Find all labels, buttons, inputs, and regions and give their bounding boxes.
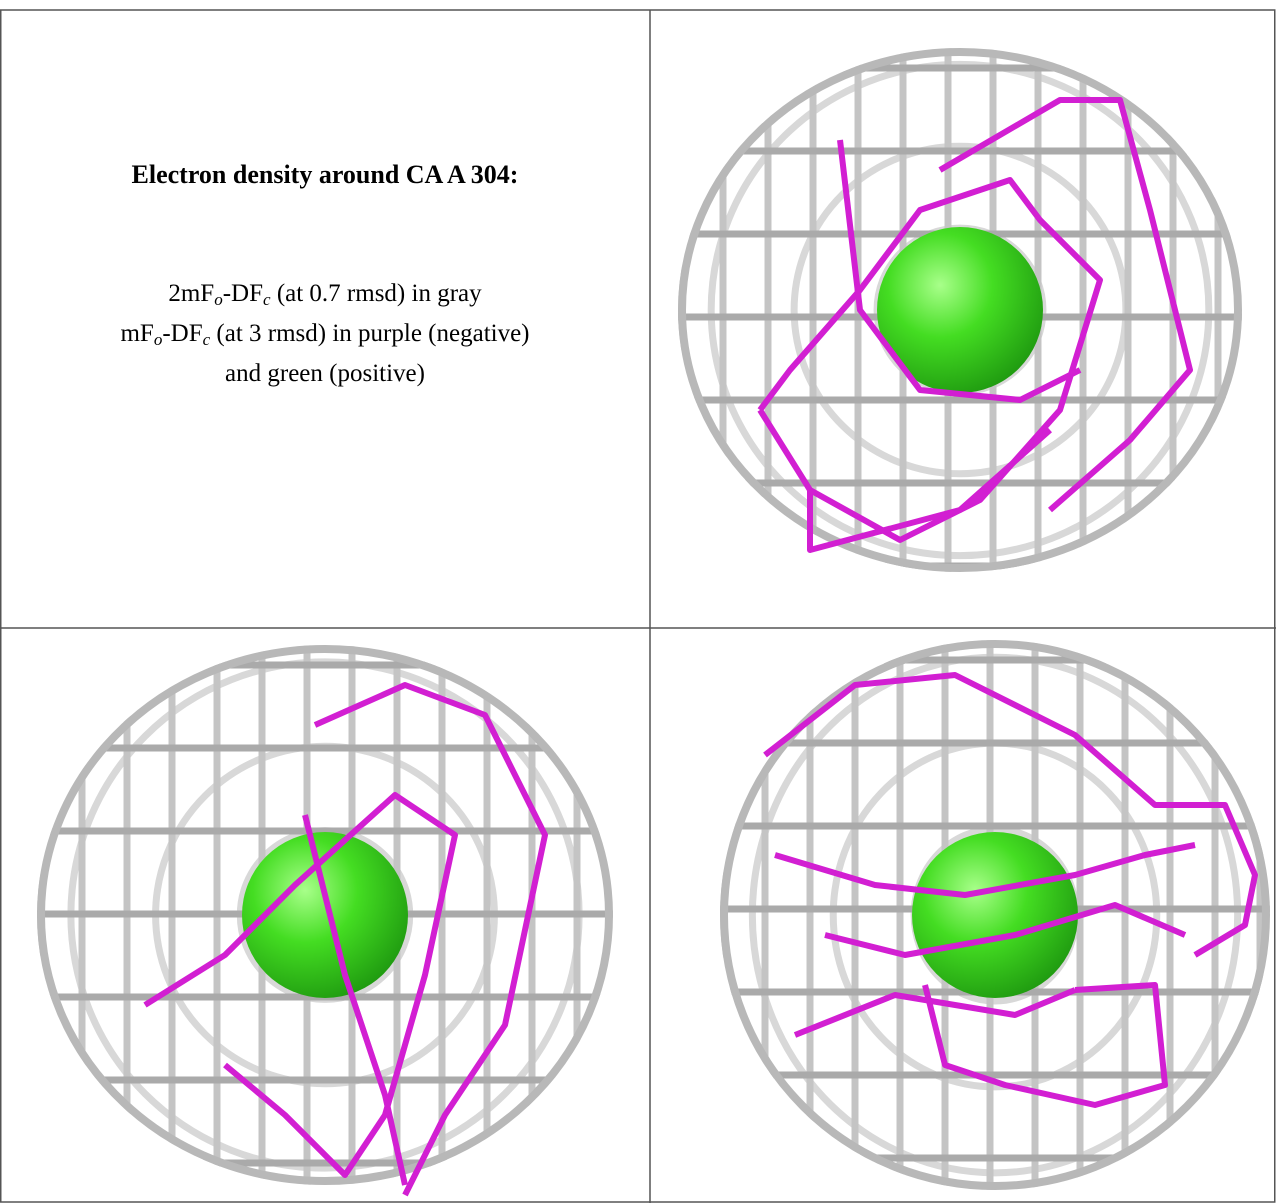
caption-line: mFo-DFc (at 3 rmsd) in purple (negative) (10, 314, 640, 354)
difference-mesh (143, 792, 458, 1178)
caption-text: mF (120, 320, 154, 347)
caption-line: and green (positive) (10, 354, 640, 394)
atom-sphere (877, 227, 1043, 393)
difference-mesh (302, 814, 408, 1186)
difference-mesh (824, 902, 1187, 958)
atom-sphere (912, 832, 1078, 998)
density-mesh (37, 645, 613, 1197)
caption-line: 2mFo-DFc (at 0.7 rmsd) in gray (10, 274, 640, 314)
caption-title: Electron density around CA A 304: (131, 160, 519, 189)
mesh-outline (37, 645, 613, 1185)
caption: Electron density around CA A 304: 2mFo-D… (10, 160, 640, 394)
mesh-outline (678, 48, 1242, 572)
density-mesh (678, 48, 1242, 572)
caption-text: (at 3 rmsd) in purple (negative) (210, 320, 530, 347)
caption-text: 2mF (168, 280, 215, 307)
difference-mesh (837, 139, 1082, 403)
mesh-outline (720, 640, 1270, 1190)
table-borders (0, 9, 1276, 1203)
density-mesh (720, 640, 1270, 1190)
difference-mesh (922, 982, 1168, 1108)
caption-text: -DF (222, 280, 264, 307)
subscript: c (202, 330, 211, 349)
subscript: o (214, 290, 223, 309)
caption-text: (at 0.7 rmsd) in gray (270, 280, 482, 307)
atom-sphere (242, 832, 408, 998)
difference-mesh (313, 682, 548, 1197)
difference-mesh (807, 427, 1052, 553)
difference-mesh (793, 987, 1077, 1038)
subscript: o (153, 330, 163, 349)
difference-mesh (763, 672, 1258, 958)
mesh-contour (707, 60, 1213, 560)
caption-text: -DF (162, 320, 203, 347)
subscript: c (263, 290, 271, 309)
caption-text: and green (positive) (225, 360, 425, 387)
difference-mesh (774, 842, 1196, 898)
difference-mesh (938, 97, 1193, 513)
